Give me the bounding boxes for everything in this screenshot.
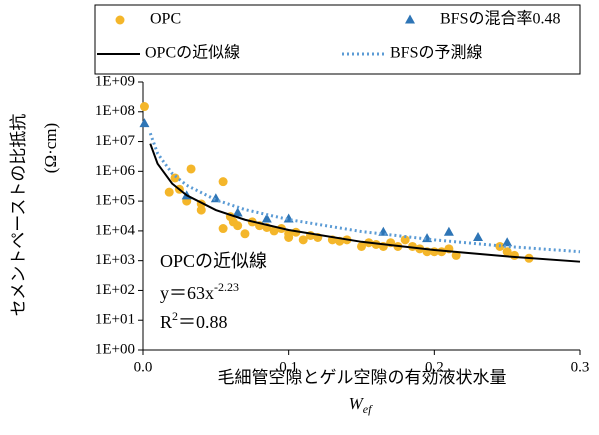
data-point [139,102,149,112]
annotation-text: ＝0.88 [178,312,228,332]
data-point [509,250,519,260]
data-point [233,221,243,231]
symbol-subscript: ef [363,402,373,416]
data-point [139,118,150,128]
data-point [298,235,308,245]
data-point [164,187,174,197]
annotation-sup: 2 [172,309,178,323]
y-tick-label: 1E+07 [95,133,136,149]
y-tick-label: 1E+01 [95,312,135,328]
data-point [502,247,512,257]
y-tick-label: 1E+08 [95,103,135,119]
y-axis-title: セメントペーストの比抵抗 [9,114,28,317]
fit-line [148,132,581,254]
data-point [218,224,228,234]
fit-line [149,143,581,263]
data-point [400,235,410,245]
data-point [186,164,196,174]
data-point [240,229,250,239]
symbol: W [349,394,365,413]
data-point [269,226,279,236]
annotation: OPCの近似線 [160,251,267,271]
annotation: R2＝0.88 [160,309,228,332]
data-point [284,232,294,242]
data-point [473,231,484,241]
y-tick-label: 1E+05 [95,193,135,209]
annotation-text: y＝63x [160,283,214,303]
legend-label: BFSの予測線 [390,44,482,62]
legend-label: BFSの混合率0.48 [440,10,560,28]
x-axis-title: 毛細管空隙とゲル空隙の有効液状水量 [218,368,507,387]
legend-label: OPCの近似線 [145,44,240,62]
x-tick-label: 0.3 [571,359,590,375]
y-tick-label: 1E+06 [95,163,136,179]
y-tick-label: 1E+02 [95,282,135,298]
x-axis-symbol: Wef [349,394,373,416]
legend-marker [405,14,415,24]
data-point [218,177,228,187]
legend-marker [115,15,125,25]
x-tick-label: 0.0 [134,359,153,375]
y-axis-unit: (Ω·cm) [41,123,60,173]
y-tick-label: 1E+04 [95,222,136,238]
data-point [170,173,180,183]
annotation-sup: -2.23 [214,280,239,294]
data-point [232,207,243,217]
data-point [357,241,366,251]
data-point [502,237,513,247]
legend-label: OPC [150,11,181,28]
annotation: y＝63x-2.23 [160,280,239,303]
data-point [451,250,461,260]
x-tick-label: 0.1 [279,359,298,375]
y-tick-label: 1E+03 [95,252,135,268]
legend-box [94,4,581,75]
y-tick-label: 1E+00 [95,341,135,357]
data-point [261,213,272,223]
y-tick-label: 1E+09 [95,73,135,89]
data-point [443,226,454,236]
annotation-text: R [160,312,172,332]
x-tick-label: 0.2 [425,359,444,375]
